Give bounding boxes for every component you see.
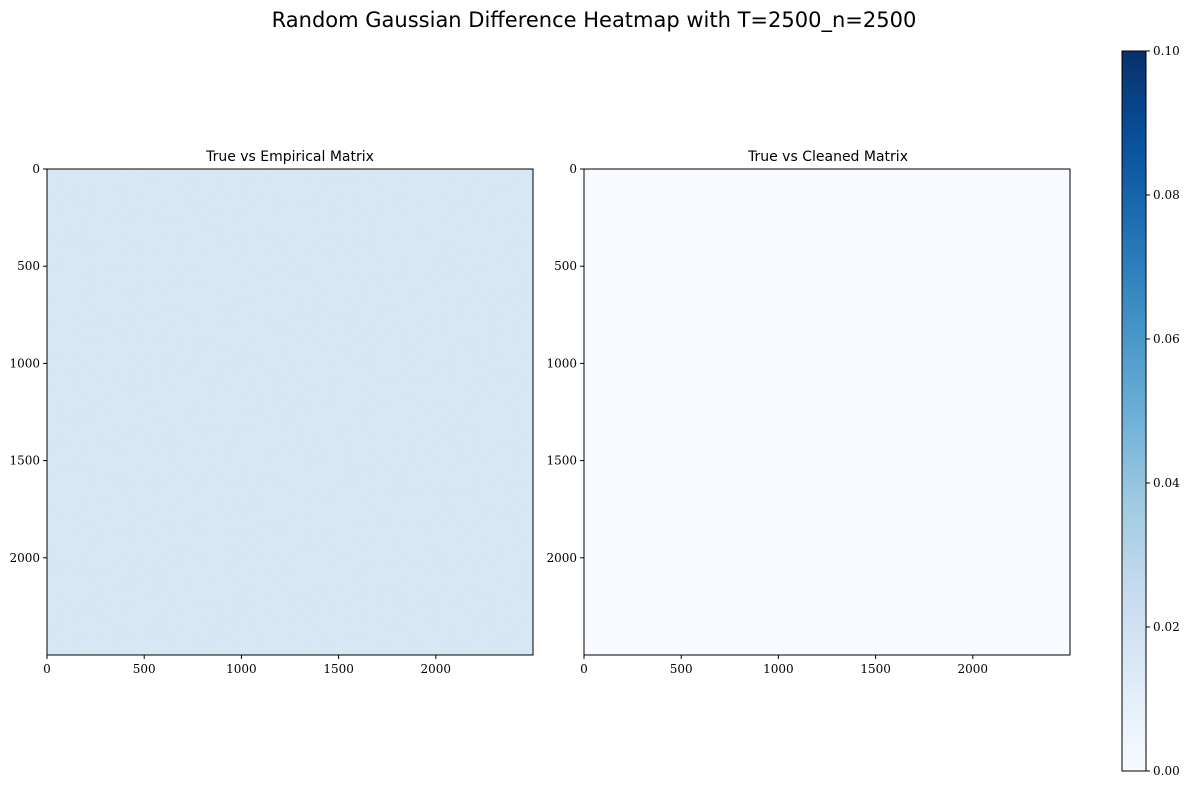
- heatmap-noise: [47, 169, 533, 655]
- y-tick-label: 0: [32, 162, 40, 176]
- colorbar-tick-label: 0.04: [1153, 476, 1180, 490]
- y-tick-label: 2000: [546, 551, 577, 565]
- colorbar-tick-label: 0.10: [1153, 44, 1180, 58]
- panel-title: True vs Empirical Matrix: [205, 149, 374, 165]
- y-tick-label: 1500: [9, 454, 40, 468]
- colorbar-tick-label: 0.08: [1153, 188, 1180, 202]
- colorbar-gradient: [1122, 51, 1146, 771]
- y-tick-label: 1000: [9, 356, 40, 370]
- axes-frame: [583, 168, 1071, 656]
- x-tick-label: 1000: [763, 662, 794, 676]
- y-tick-label: 500: [17, 259, 40, 273]
- heatmap-panel-cleaned: True vs Cleaned Matrix 0 500 1000 1500 2000 …: [546, 149, 1071, 676]
- x-tick-label: 1500: [860, 662, 891, 676]
- x-axis: 0 500 1000 1500 2000: [43, 655, 451, 676]
- x-tick-label: 0: [43, 662, 51, 676]
- x-tick-label: 500: [133, 662, 156, 676]
- x-axis: 0 500 1000 1500 2000: [580, 655, 988, 676]
- colorbar: 0.00 0.02 0.04 0.06 0.08 0.10: [1121, 44, 1180, 778]
- colorbar-axis: 0.00 0.02 0.04 0.06 0.08 0.10: [1146, 44, 1180, 778]
- colorbar-tick-label: 0.02: [1153, 620, 1180, 634]
- x-tick-label: 0: [580, 662, 588, 676]
- y-tick-label: 1500: [546, 454, 577, 468]
- x-tick-label: 1500: [323, 662, 354, 676]
- x-tick-label: 500: [670, 662, 693, 676]
- colorbar-tick-label: 0.06: [1153, 332, 1180, 346]
- x-tick-label: 2000: [958, 662, 989, 676]
- y-tick-label: 0: [569, 162, 577, 176]
- colorbar-frame: [1121, 50, 1147, 772]
- y-axis: 0 500 1000 1500 2000: [546, 162, 584, 565]
- panel-title: True vs Cleaned Matrix: [747, 149, 908, 165]
- x-tick-label: 1000: [226, 662, 257, 676]
- x-tick-label: 2000: [421, 662, 452, 676]
- colorbar-tick-label: 0.00: [1153, 764, 1180, 778]
- y-tick-label: 500: [554, 259, 577, 273]
- y-axis: 0 500 1000 1500 2000: [9, 162, 47, 565]
- axes-frame: [46, 168, 534, 656]
- y-tick-label: 2000: [9, 551, 40, 565]
- heatmap-panel-empirical: True vs Empirical Matrix 0 500 1000 1500 200…: [9, 149, 534, 676]
- y-tick-label: 1000: [546, 356, 577, 370]
- heatmap-image: [584, 169, 1070, 655]
- figure-title: Random Gaussian Difference Heatmap with …: [272, 8, 917, 33]
